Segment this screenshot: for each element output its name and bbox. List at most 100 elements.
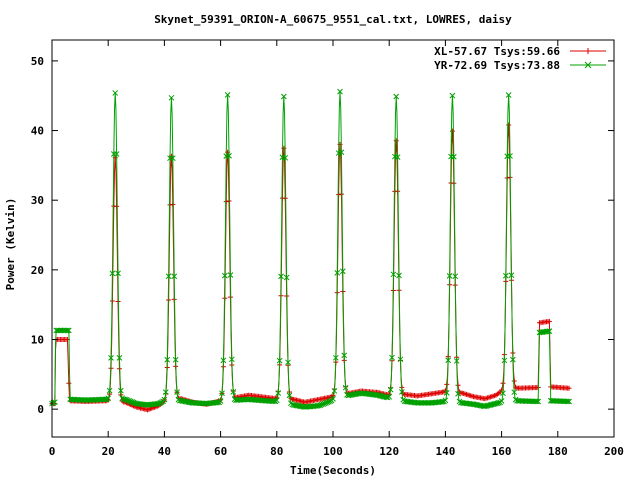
data-point — [394, 154, 401, 160]
data-point — [506, 122, 512, 128]
data-point — [442, 397, 449, 404]
data-point — [113, 151, 120, 157]
data-point — [51, 399, 58, 406]
data-point — [174, 389, 180, 395]
data-point — [280, 93, 287, 100]
data-point — [398, 389, 405, 395]
data-point — [337, 88, 343, 95]
data-point — [501, 357, 508, 364]
data-point — [105, 395, 112, 402]
data-point — [397, 356, 404, 363]
plot-frame — [51, 39, 615, 438]
x-tick-label: 80 — [270, 445, 283, 458]
data-point — [498, 398, 505, 404]
data-point — [566, 398, 572, 405]
legend-label: XL-57.67 Tsys:59.66 — [434, 45, 560, 58]
data-point — [452, 273, 459, 280]
data-point — [546, 328, 553, 334]
data-point — [108, 355, 114, 361]
data-point — [168, 94, 175, 101]
x-tick-label: 200 — [604, 445, 624, 458]
data-point — [341, 352, 348, 359]
y-tick-label: 0 — [37, 403, 44, 416]
data-point — [330, 396, 336, 402]
data-point — [535, 398, 541, 405]
data-point — [507, 153, 513, 159]
x-tick-label: 0 — [49, 445, 56, 458]
plot-series — [49, 88, 572, 413]
y-tick-label: 20 — [31, 264, 44, 277]
data-point — [331, 388, 338, 394]
data-point — [443, 389, 450, 396]
data-point — [339, 268, 346, 275]
data-point — [386, 393, 393, 400]
series-line — [52, 124, 570, 411]
legend-marker — [584, 61, 592, 69]
data-point — [533, 398, 540, 405]
data-point — [445, 357, 452, 364]
data-point — [566, 385, 572, 391]
data-point — [545, 328, 551, 335]
data-point — [387, 386, 394, 393]
data-point — [285, 359, 291, 366]
data-point — [449, 92, 456, 99]
data-point — [161, 396, 168, 403]
x-tick-label: 160 — [492, 445, 512, 458]
data-point — [509, 356, 516, 363]
data-point — [164, 356, 171, 363]
data-point — [226, 198, 232, 204]
data-point — [228, 356, 235, 363]
data-point — [116, 355, 123, 361]
series-yr — [49, 88, 572, 410]
y-tick-label: 10 — [31, 333, 44, 346]
data-point — [342, 384, 349, 391]
data-point — [224, 91, 231, 98]
data-point — [230, 389, 237, 395]
series-markers — [49, 122, 572, 413]
data-point — [227, 272, 234, 278]
data-point — [114, 203, 120, 209]
data-point — [389, 354, 395, 361]
data-point — [453, 358, 460, 364]
data-point — [217, 398, 224, 404]
x-tick-label: 140 — [435, 445, 455, 458]
data-point — [172, 356, 179, 363]
x-tick-label: 40 — [158, 445, 171, 458]
data-point — [66, 380, 72, 386]
data-point — [564, 398, 571, 405]
legend-marker — [585, 48, 591, 54]
data-point — [500, 380, 506, 386]
axis-ticks: 0 20 40 60 80 100 120 140 160 180 200 0 10 20 30 40 50 — [31, 40, 624, 458]
data-point — [546, 318, 552, 324]
data-point — [393, 93, 400, 100]
data-point — [393, 138, 399, 144]
data-point — [223, 199, 229, 205]
data-point — [332, 354, 339, 361]
data-point — [278, 273, 284, 280]
data-point — [165, 273, 172, 280]
data-point — [275, 390, 282, 396]
data-point — [449, 128, 455, 134]
y-tick-label: 30 — [31, 194, 44, 207]
data-point — [109, 270, 116, 277]
x-tick-label: 120 — [379, 445, 399, 458]
legend-label: YR-72.69 Tsys:73.88 — [434, 59, 560, 72]
data-point — [390, 271, 397, 278]
y-tick-label: 40 — [31, 125, 44, 138]
x-tick-label: 60 — [214, 445, 227, 458]
data-point — [214, 399, 221, 406]
data-point — [64, 327, 71, 334]
data-point — [455, 390, 461, 397]
data-point — [500, 390, 506, 397]
data-point — [226, 152, 232, 159]
data-point — [115, 270, 121, 277]
data-point — [171, 273, 178, 280]
y-tick-label: 50 — [31, 55, 44, 68]
data-point — [221, 272, 228, 279]
data-point — [117, 387, 124, 394]
data-point — [66, 327, 72, 334]
data-point — [450, 153, 457, 160]
data-point — [219, 390, 225, 397]
data-point — [220, 357, 227, 364]
